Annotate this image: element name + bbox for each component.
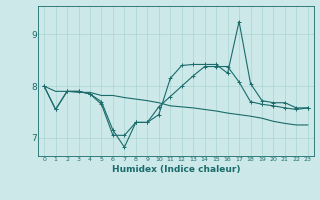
X-axis label: Humidex (Indice chaleur): Humidex (Indice chaleur) xyxy=(112,165,240,174)
